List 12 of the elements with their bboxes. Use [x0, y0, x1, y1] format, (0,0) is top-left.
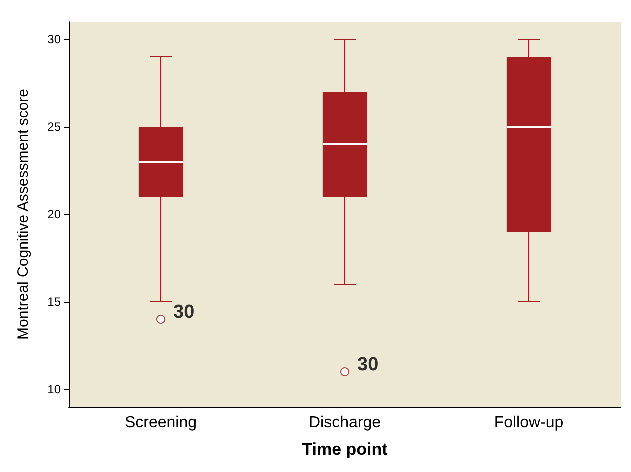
annotation: 30: [358, 354, 379, 376]
annotation: 30: [174, 302, 195, 323]
x-tick-label: Follow-up: [494, 414, 564, 432]
x-tick-label: Discharge: [308, 414, 382, 432]
y-tick-label: 20: [48, 208, 62, 222]
y-tick-label: 30: [48, 32, 62, 46]
y-tick-label: 25: [48, 120, 62, 134]
x-tick-label: Screening: [124, 414, 198, 432]
x-axis-title: Time point: [302, 440, 388, 459]
y-tick-label: 10: [48, 382, 62, 396]
y-axis-title: Montreal Cognitive Assessment score: [15, 89, 32, 340]
y-tick-label: 15: [48, 295, 62, 309]
